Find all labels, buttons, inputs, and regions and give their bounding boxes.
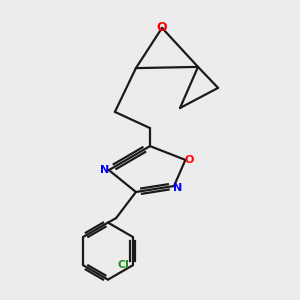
Text: O: O (157, 21, 167, 34)
Text: N: N (173, 183, 182, 194)
Text: O: O (184, 155, 194, 165)
Text: N: N (100, 165, 109, 175)
Text: Cl: Cl (118, 260, 130, 270)
